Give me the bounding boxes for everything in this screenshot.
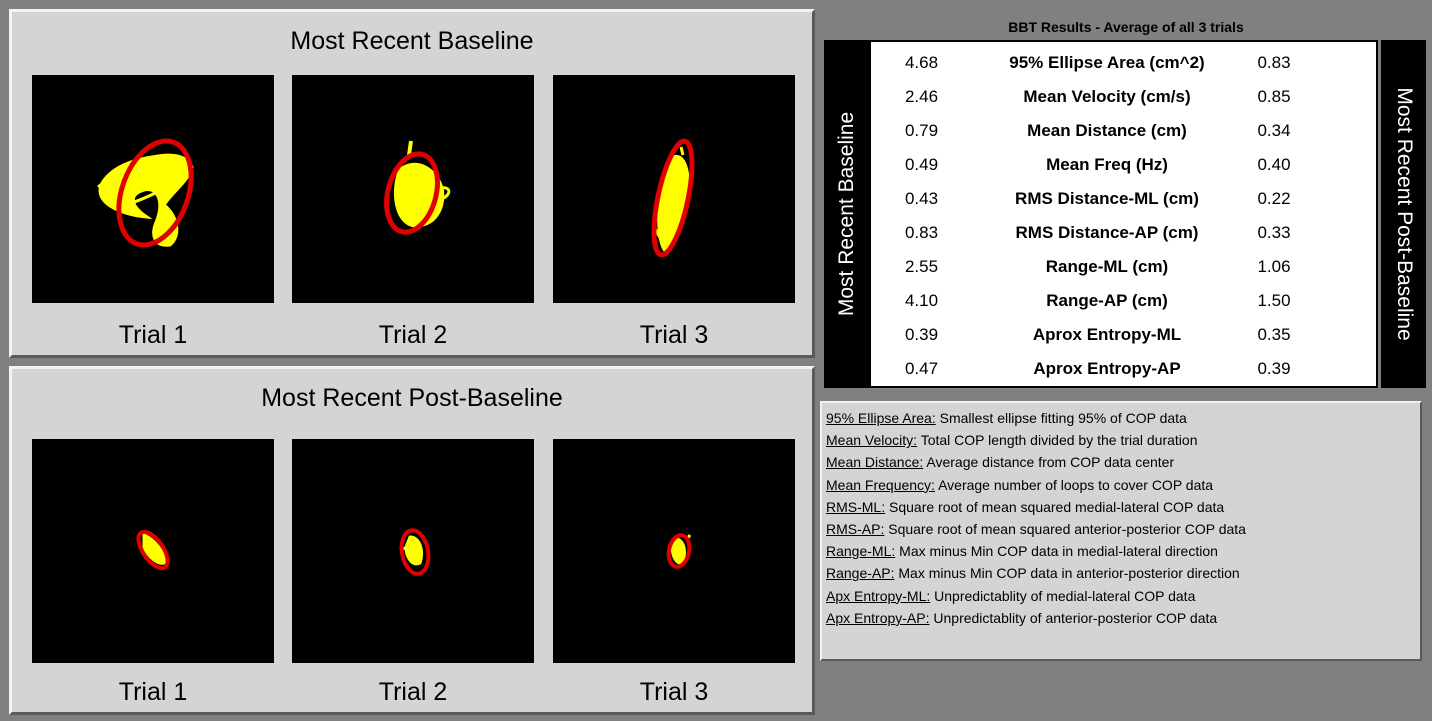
legend-term: Apx Entropy-ML: <box>826 587 931 604</box>
legend-item: Range-AP: Max minus Min COP data in ante… <box>826 562 1416 584</box>
metric-label: 95% Ellipse Area (cm^2) <box>1009 53 1205 72</box>
legend-term: Mean Frequency: <box>826 476 935 493</box>
post-baseline-panel: Most Recent Post-Baseline Trial 1 Trial … <box>9 366 815 715</box>
post-value: 1.06 <box>1257 257 1291 276</box>
post-baseline-panel-title: Most Recent Post-Baseline <box>261 384 563 412</box>
results-row: 0.79 Mean Distance (cm) 0.34 <box>871 114 1376 148</box>
legend-term: Mean Velocity: <box>826 432 918 449</box>
legend-desc: Max minus Min COP data in medial-lateral… <box>895 543 1218 560</box>
results-title: BBT Results - Average of all 3 trials <box>1008 19 1244 35</box>
metric-label: Aprox Entropy-ML <box>1032 325 1182 344</box>
baseline-trial-1-label: Trial 1 <box>118 321 188 349</box>
legend-item: Mean Velocity: Total COP length divided … <box>826 429 1416 451</box>
baseline-trial-2-plot <box>292 75 534 303</box>
legend-item: Mean Distance: Average distance from COP… <box>826 451 1416 473</box>
baseline-value: 0.49 <box>904 155 939 174</box>
metric-label: Range-AP (cm) <box>1046 291 1168 310</box>
legend-desc: Square root of mean squared anterior-pos… <box>884 521 1246 538</box>
legend-item: RMS-ML: Square root of mean squared medi… <box>826 496 1416 518</box>
baseline-value: 0.39 <box>904 325 939 344</box>
baseline-value: 2.46 <box>904 87 939 106</box>
legend-item: RMS-AP: Square root of mean squared ante… <box>826 518 1416 540</box>
metric-label: Mean Velocity (cm/s) <box>1023 87 1191 106</box>
results-row: 0.83 RMS Distance-AP (cm) 0.33 <box>871 216 1376 250</box>
metric-label: Range-ML (cm) <box>1045 257 1169 276</box>
legend-item: Mean Frequency: Average number of loops … <box>826 474 1416 496</box>
legend-desc: Average number of loops to cover COP dat… <box>934 476 1214 493</box>
baseline-value: 2.55 <box>904 257 939 276</box>
baseline-value: 0.83 <box>904 223 939 242</box>
legend-item: Apx Entropy-ML: Unpredictablity of media… <box>826 585 1416 607</box>
legend-item: 95% Ellipse Area: Smallest ellipse fitti… <box>826 407 1416 429</box>
metric-label: Mean Distance (cm) <box>1027 121 1187 140</box>
post-trial-1-label: Trial 1 <box>118 678 188 706</box>
post-value: 0.40 <box>1257 155 1291 174</box>
legend-term: Apx Entropy-AP: <box>826 609 930 626</box>
results-row: 2.46 Mean Velocity (cm/s) 0.85 <box>871 80 1376 114</box>
legend-desc: Smallest ellipse fitting 95% of COP data <box>935 410 1187 426</box>
post-value: 0.85 <box>1257 87 1291 106</box>
post-value: 0.83 <box>1257 53 1291 72</box>
post-value: 0.22 <box>1257 189 1291 208</box>
metric-label: Aprox Entropy-AP <box>1033 359 1181 378</box>
baseline-trial-3-plot <box>553 75 795 303</box>
post-baseline-side-tab-label: Most Recent Post-Baseline <box>1392 87 1416 341</box>
metric-label: RMS Distance-AP (cm) <box>1015 223 1199 242</box>
baseline-panel-title: Most Recent Baseline <box>290 27 534 55</box>
metric-label: RMS Distance-ML (cm) <box>1015 189 1199 208</box>
post-value: 1.50 <box>1257 291 1291 310</box>
post-trial-3-plot <box>553 439 795 663</box>
results-row: 2.55 Range-ML (cm) 1.06 <box>871 250 1376 284</box>
legend-term: Range-ML: <box>826 543 896 560</box>
post-value: 0.35 <box>1257 325 1291 344</box>
legend-item: Apx Entropy-AP: Unpredictablity of anter… <box>826 607 1416 629</box>
legend-desc: Square root of mean squared medial-later… <box>885 498 1225 515</box>
post-baseline-side-tab: Most Recent Post-Baseline <box>1381 40 1426 388</box>
baseline-value: 0.79 <box>904 121 939 140</box>
baseline-value: 4.68 <box>904 53 939 72</box>
legend-desc: Average distance from COP data center <box>923 454 1175 471</box>
baseline-trial-1-plot <box>32 75 274 303</box>
post-trial-2-plot <box>292 439 534 663</box>
results-row: 0.39 Aprox Entropy-ML 0.35 <box>871 318 1376 352</box>
baseline-value: 4.10 <box>904 291 939 310</box>
post-trial-2-label: Trial 2 <box>378 678 448 706</box>
legend-desc: Unpredictablity of anterior-posterior CO… <box>929 609 1218 626</box>
baseline-trial-2-label: Trial 2 <box>378 321 448 349</box>
legend-term: RMS-AP: <box>826 521 885 538</box>
baseline-value: 0.47 <box>904 359 939 378</box>
baseline-panel: Most Recent Baseline Trial 1 Trial 2 Tri… <box>9 9 815 358</box>
legend-term: Range-AP: <box>826 565 895 582</box>
legend-desc: Total COP length divided by the trial du… <box>917 432 1198 449</box>
legend-term: 95% Ellipse Area: <box>826 410 936 426</box>
definitions-legend: 95% Ellipse Area: Smallest ellipse fitti… <box>820 401 1422 661</box>
legend-term: RMS-ML: <box>826 498 886 515</box>
baseline-side-tab: Most Recent Baseline <box>824 40 869 388</box>
baseline-trial-3-label: Trial 3 <box>639 321 709 349</box>
post-trial-1-plot <box>32 439 274 663</box>
legend-term: Mean Distance: <box>826 454 924 471</box>
baseline-side-tab-label: Most Recent Baseline <box>834 111 858 317</box>
post-value: 0.33 <box>1257 223 1291 242</box>
legend-item: Range-ML: Max minus Min COP data in medi… <box>826 540 1416 562</box>
post-value: 0.39 <box>1257 359 1291 378</box>
results-row: 0.49 Mean Freq (Hz) 0.40 <box>871 148 1376 182</box>
results-table: 4.68 95% Ellipse Area (cm^2) 0.83 2.46 M… <box>869 40 1378 388</box>
post-trial-3-label: Trial 3 <box>639 678 709 706</box>
results-row: 0.47 Aprox Entropy-AP 0.39 <box>871 352 1376 386</box>
metric-label: Mean Freq (Hz) <box>1046 155 1168 174</box>
results-row: 0.43 RMS Distance-ML (cm) 0.22 <box>871 182 1376 216</box>
legend-desc: Max minus Min COP data in anterior-poste… <box>894 565 1240 582</box>
baseline-value: 0.43 <box>904 189 939 208</box>
results-row: 4.68 95% Ellipse Area (cm^2) 0.83 <box>871 46 1376 80</box>
results-row: 4.10 Range-AP (cm) 1.50 <box>871 284 1376 318</box>
legend-desc: Unpredictablity of medial-lateral COP da… <box>930 587 1196 604</box>
post-value: 0.34 <box>1257 121 1291 140</box>
